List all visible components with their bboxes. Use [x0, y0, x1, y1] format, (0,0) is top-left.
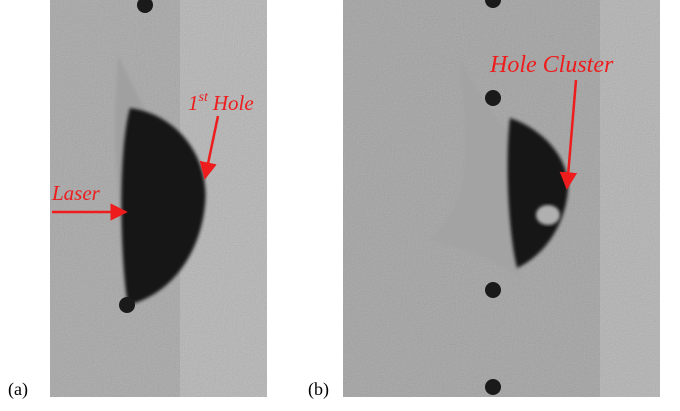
hole-cluster: [536, 205, 560, 225]
annotation-part: Hole: [212, 91, 254, 115]
panel-b: Hole Cluster (b): [308, 0, 660, 400]
dot: [485, 379, 501, 395]
dot: [485, 90, 501, 106]
annotation-part: 1: [188, 91, 199, 115]
panel-label: (a): [8, 379, 28, 400]
dot: [485, 282, 501, 298]
annotation: Laser: [51, 181, 101, 205]
annotation-sup: st: [199, 90, 209, 105]
annotation: Hole Cluster: [489, 52, 614, 78]
dot: [119, 297, 135, 313]
panel-label: (b): [308, 379, 329, 400]
figure: Laser 1stHole (a) Hole Cluster (b): [0, 0, 680, 411]
